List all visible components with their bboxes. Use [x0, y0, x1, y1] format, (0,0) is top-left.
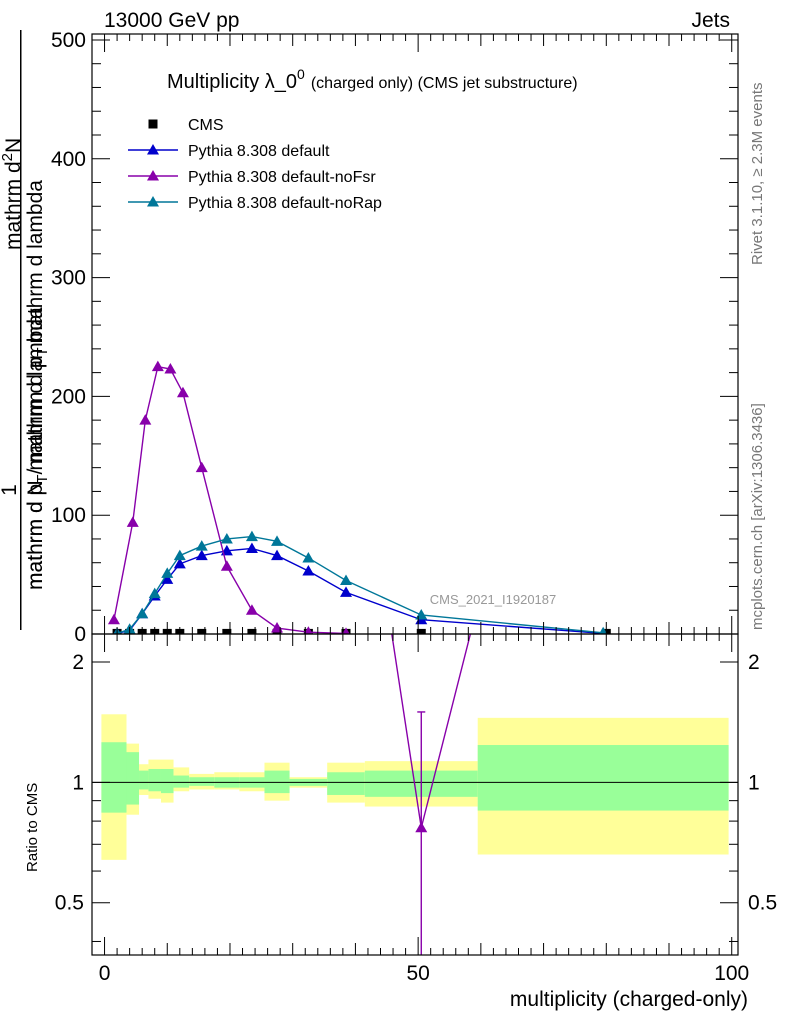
series-point-3-13 [599, 626, 608, 634]
series-point-2-4 [164, 363, 177, 374]
series-point-2-2 [139, 414, 152, 425]
ratio-stat-band-5 [173, 775, 190, 788]
ratio-ylabel: Ratio to CMS [24, 783, 41, 872]
cms-point-6 [197, 628, 207, 634]
main-ytick-label-4: 400 [51, 148, 86, 171]
series-point-3-10 [302, 551, 315, 563]
legend-label-1: Pythia 8.308 default [188, 143, 330, 160]
series-point-2-10 [303, 626, 313, 634]
series-point-1-10 [302, 565, 315, 576]
ylabel-top-numerator: mathrm d2N [0, 138, 25, 250]
xtick-label-2: 100 [714, 962, 749, 985]
series-point-1-4 [161, 573, 174, 584]
cms-point-12 [416, 628, 426, 634]
main-ylabel: mathrm d N / mathrm d pTmathrm d lambda [24, 180, 51, 590]
ratio-stat-band-9 [264, 770, 290, 794]
legend: CMS Pythia 8.308 default Pythia 8.308 defa… [128, 117, 382, 212]
ratio-stat-band-11 [327, 772, 365, 795]
ratio-x-ticks: 0 50 100 [99, 634, 749, 985]
series-point-2-9 [271, 622, 284, 633]
main-ylabel-line2: mathrm d pTmathrm d lambda [24, 307, 51, 590]
series-point-3-12 [415, 608, 428, 620]
series-line-3 [116, 535, 604, 634]
main-title: Multiplicity λ_00(charged only) (CMS jet… [167, 66, 578, 93]
ratio-stat-band-6 [189, 777, 215, 786]
analysis-watermark: CMS_2021_I1920187 [430, 592, 557, 607]
series-point-3-6 [195, 540, 208, 551]
ratio-point-0 [415, 821, 428, 833]
main-ytick-label-0: 0 [74, 623, 86, 646]
series-point-2-7 [220, 560, 233, 571]
xtick-label-1: 50 [406, 962, 429, 985]
legend-marker-3 [147, 196, 159, 207]
series-point-3-5 [173, 549, 186, 561]
ylabel-numerator: 1 [0, 484, 21, 496]
x-axis-label: multiplicity (charged-only) [510, 988, 748, 1011]
legend-marker-0 [148, 119, 158, 129]
series-line-1 [116, 547, 604, 634]
ylabel-line2: mathrm d pTmathrm d lambda [24, 307, 51, 590]
rivet-version-label: Rivet 3.1.10, ≥ 2.3M events [749, 83, 766, 266]
main-y-ticks: 0 100 200 300 400 500 [51, 29, 738, 646]
series-point-3-2 [136, 607, 149, 619]
ratio-stat-band-4 [160, 768, 174, 794]
series-point-3-9 [271, 535, 284, 546]
ratio-ytick-label-left-0: 0.5 [55, 892, 84, 915]
xtick-label-0: 0 [99, 962, 111, 985]
ratio-ytick-label-right-1: 1 [748, 771, 760, 794]
series-point-2-5 [176, 386, 189, 398]
header-right: Jets [691, 9, 730, 32]
series-point-3-7 [220, 532, 233, 544]
main-ytick-label-3: 300 [51, 267, 86, 290]
ratio-ytick-label-right-2: 2 [748, 651, 760, 674]
series-point-2-11 [342, 627, 350, 634]
ratio-ytick-label-right-0: 0.5 [748, 892, 777, 915]
legend-label-2: Pythia 8.308 default-noFsr [188, 169, 376, 186]
series-point-3-4 [161, 567, 174, 578]
series-point-1-6 [195, 549, 208, 561]
main-ylabel-top: mathrm d2N [0, 138, 25, 250]
main-ytick-label-1: 100 [51, 504, 86, 527]
ratio-ytick-label-left-1: 1 [72, 771, 84, 794]
legend-marker-2 [147, 170, 159, 181]
series-point-2-3 [151, 360, 164, 372]
series-point-3-3 [148, 587, 161, 599]
series-point-1-8 [245, 542, 258, 553]
series-point-1-11 [340, 586, 353, 597]
cms-point-7 [222, 628, 232, 634]
header-left: 13000 GeV pp [104, 9, 239, 32]
ratio-frame [91, 633, 739, 956]
series-point-1-9 [271, 549, 284, 561]
series-point-2-6 [195, 461, 208, 473]
legend-marker-1 [147, 144, 159, 155]
series-point-1-5 [173, 557, 186, 569]
main-x-ticks [104, 34, 733, 634]
series-point-2-0 [107, 613, 120, 625]
ratio-stat-band-0 [101, 742, 127, 813]
main-ytick-label-2: 200 [51, 385, 86, 408]
main-ytick-label-5: 500 [51, 29, 86, 52]
series-point-2-8 [245, 604, 258, 615]
ratio-stat-band-1 [126, 752, 140, 805]
ratio-panel: 0.5 0.5 1 1 2 2 0 50 100 [55, 633, 777, 985]
mcplots-label: mcplots.cern.ch [arXiv:1306.3436] [749, 403, 766, 630]
main-ylabel-numerator: 1 [0, 484, 21, 496]
series-line-2 [113, 365, 347, 634]
ratio-y-ticks: 0.5 0.5 1 1 2 2 [55, 651, 777, 942]
ratio-stat-band-2 [139, 770, 149, 790]
series-point-3-8 [245, 530, 258, 542]
ylabel-fraction-bar [20, 30, 22, 630]
ratio-stat-band-3 [148, 768, 161, 792]
legend-label-3: Pythia 8.308 default-noRap [188, 195, 382, 212]
ylabel-denominator: mathrm d N / mathrm d pTmathrm d lambda [24, 180, 51, 590]
legend-label-0: CMS [188, 117, 224, 134]
ratio-ytick-label-left-2: 2 [72, 651, 84, 674]
series-point-3-11 [340, 574, 353, 586]
cms-point-8 [247, 628, 257, 634]
main-panel: CMS_2021_I1920187 0 100 200 300 400 500 Multi… [51, 29, 739, 646]
series-point-2-1 [126, 516, 139, 527]
ratio-stat-band-13 [477, 745, 729, 811]
